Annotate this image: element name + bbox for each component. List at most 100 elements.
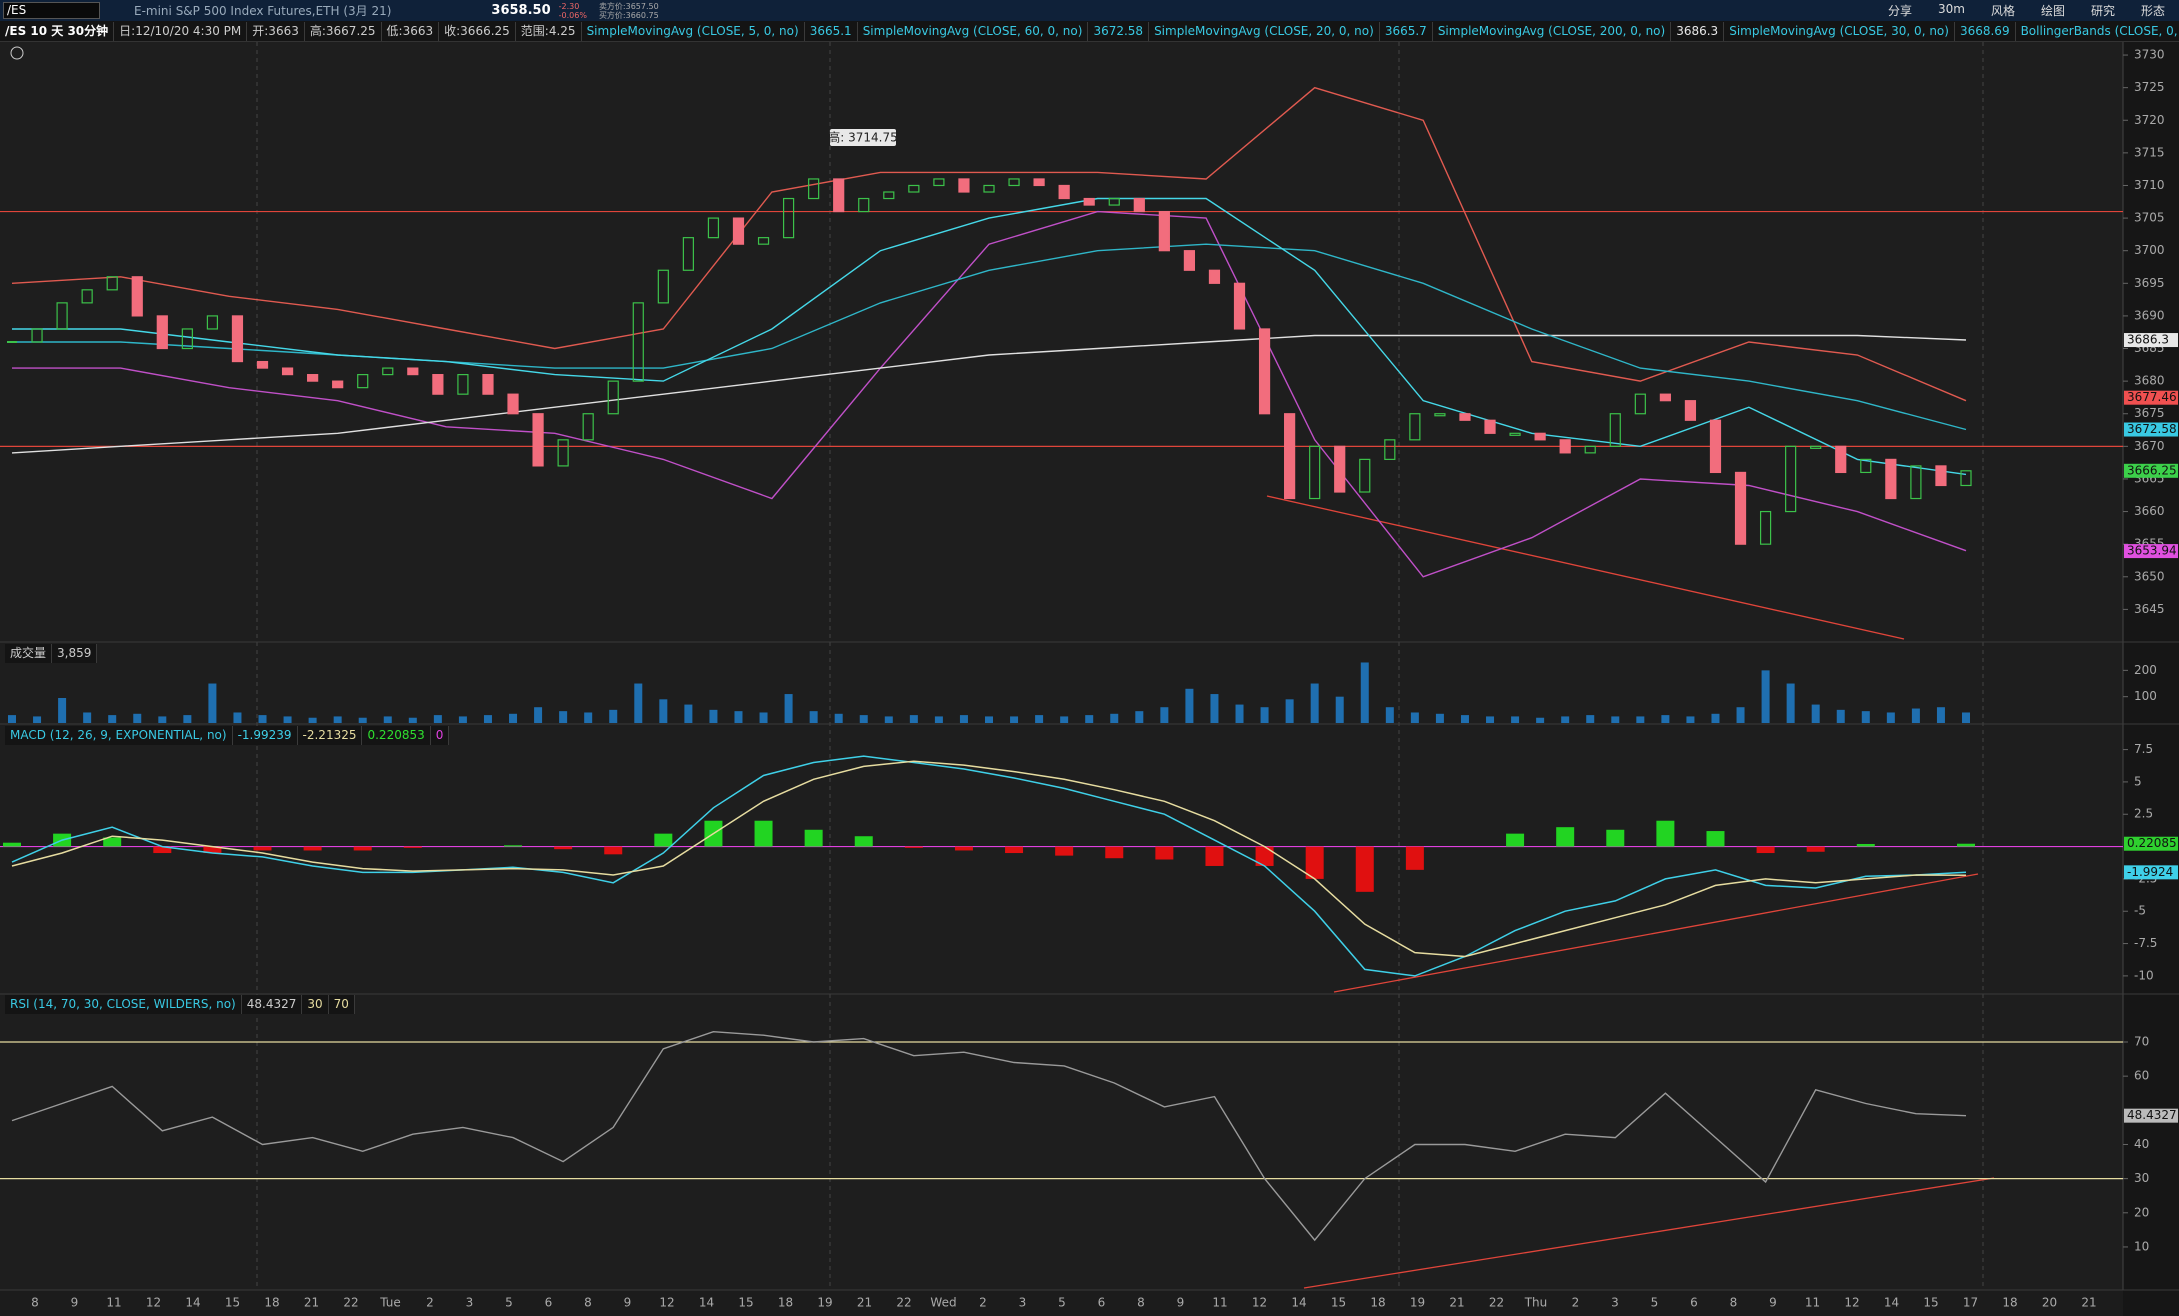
toolbar-button[interactable]: 绘图 <box>2040 4 2065 18</box>
volume-bar <box>1636 716 1645 723</box>
histogram-bar <box>253 846 272 851</box>
trend-line <box>1303 1177 1995 1289</box>
volume-bar <box>859 715 868 723</box>
volume-bar <box>483 715 492 723</box>
pane-separators <box>0 641 2179 1291</box>
volume-bar <box>1911 708 1920 723</box>
volume-bar <box>1185 688 1194 723</box>
x-tick-label: 9 <box>624 1296 632 1310</box>
candle <box>908 184 920 193</box>
y-tick-label: 60 <box>2134 1069 2149 1083</box>
volume-bar <box>1861 711 1870 723</box>
x-tick-label: 18 <box>778 1296 793 1310</box>
volume-bar <box>1085 715 1094 723</box>
rsi-line <box>11 1030 1967 1242</box>
volume-bar <box>1711 713 1720 723</box>
y-tick-label: 3730 <box>2134 48 2165 62</box>
volume-bar <box>1586 715 1595 723</box>
y-tick-label: 7.5 <box>2134 742 2153 756</box>
candle <box>507 393 519 415</box>
x-tick-label: 19 <box>1410 1296 1425 1310</box>
last-price: 3658.50 <box>491 3 551 18</box>
x-tick-label: Wed <box>930 1296 956 1310</box>
y-tick-label: 3705 <box>2134 211 2165 225</box>
candle <box>332 380 344 389</box>
x-tick-label: 3 <box>466 1296 474 1310</box>
x-tick-label: 15 <box>1331 1296 1346 1310</box>
candle <box>1208 269 1221 284</box>
toolbar-button[interactable]: 风格 <box>1990 4 2015 18</box>
x-tick-label: 9 <box>1177 1296 1185 1310</box>
volume-bar <box>1786 683 1795 723</box>
candle <box>883 191 895 200</box>
histogram-bar <box>854 836 873 847</box>
x-tick-label: 8 <box>31 1296 39 1310</box>
trend-line <box>1333 873 1979 993</box>
x-tick-label: 14 <box>185 1296 200 1310</box>
histogram-bar <box>1656 820 1675 847</box>
candle <box>1359 458 1371 493</box>
histogram-bar <box>1856 843 1875 847</box>
volume-bar <box>509 713 518 723</box>
toolbar-button[interactable]: 分享 <box>1887 4 1912 18</box>
toolbar-button[interactable]: 形态 <box>2140 4 2165 18</box>
volume-bar <box>1661 715 1670 723</box>
symbol-input[interactable]: /ES <box>3 2 100 19</box>
x-tick-label: 14 <box>699 1296 714 1310</box>
study-value: 3665.1 <box>805 21 858 41</box>
volume-bar <box>1811 704 1820 723</box>
x-tick-label: 11 <box>1805 1296 1820 1310</box>
volume-bar <box>1460 715 1469 723</box>
y-tick-label: -5 <box>2134 904 2146 918</box>
histogram-bar <box>804 829 823 847</box>
y-tick-label: -10 <box>2134 968 2154 982</box>
x-tick-label: 15 <box>1923 1296 1938 1310</box>
price-marker-label: 3666.25 <box>2127 463 2177 477</box>
ohlc-field: 收:3666.25 <box>439 21 516 41</box>
y-tick-label: 3650 <box>2134 569 2165 583</box>
volume-bar <box>1962 712 1970 723</box>
x-tick-label: 9 <box>71 1296 79 1310</box>
candle <box>181 328 193 350</box>
price-marker <box>2124 333 2178 348</box>
info-icon[interactable] <box>10 46 24 60</box>
y-tick-label: -7.5 <box>2134 936 2157 950</box>
toolbar-button[interactable]: 研究 <box>2090 4 2115 18</box>
candle <box>1409 413 1421 441</box>
trend-line <box>1266 495 1905 640</box>
x-tick-label: 12 <box>1844 1296 1859 1310</box>
price-marker <box>2124 390 2178 405</box>
price-marker <box>2124 463 2178 478</box>
candle <box>1459 413 1471 421</box>
histogram-bar <box>1055 846 1074 856</box>
volume-bar <box>684 704 693 723</box>
x-tick-label: 6 <box>545 1296 553 1310</box>
volume-bar <box>1235 704 1244 723</box>
pane-reading: 48.4327 <box>242 995 303 1014</box>
candle <box>1108 197 1120 206</box>
volume-bar <box>1035 715 1044 723</box>
candle <box>582 413 594 441</box>
candle <box>7 341 17 343</box>
candle <box>1484 419 1496 434</box>
toolbar-button[interactable]: 30m <box>1937 2 1965 16</box>
candle <box>1133 197 1145 213</box>
x-tick-label: 3 <box>1019 1296 1027 1310</box>
candle <box>131 276 143 317</box>
volume-bar <box>884 716 893 723</box>
price-marker <box>2124 865 2178 880</box>
pane-title: 成交量 <box>5 644 53 663</box>
volume-bar <box>333 716 342 723</box>
volume-header: 成交量 3,859 <box>5 644 98 663</box>
y-tick-label: 3720 <box>2134 113 2165 127</box>
candle <box>31 328 43 343</box>
x-tick-label: 12 <box>659 1296 674 1310</box>
histogram-bar <box>1305 846 1324 879</box>
histogram-bar <box>1255 846 1274 866</box>
candle <box>707 217 720 239</box>
y-tick-label: 70 <box>2134 1034 2149 1048</box>
candle <box>1759 510 1772 545</box>
volume-bar <box>934 716 943 723</box>
